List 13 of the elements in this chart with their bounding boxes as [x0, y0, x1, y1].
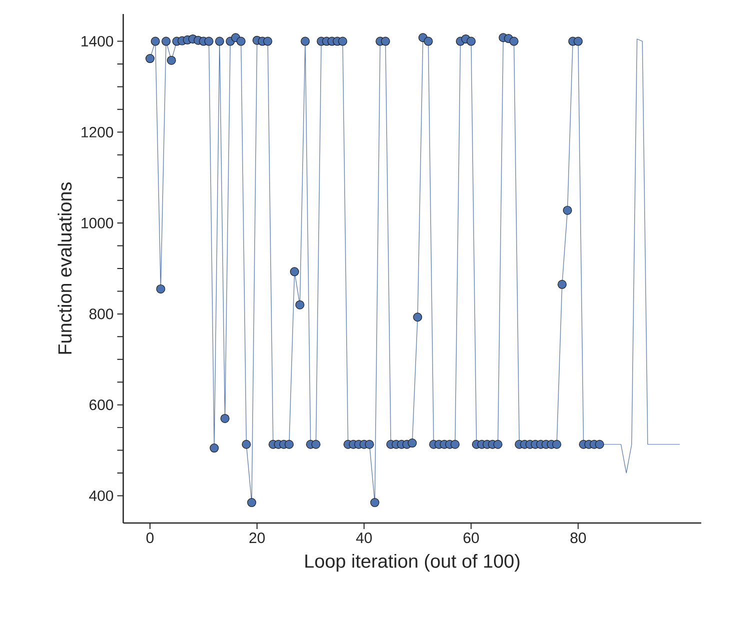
y-tick-label: 600 [90, 400, 114, 410]
y-tick-label: 1200 [82, 126, 114, 138]
x-tick-label: 80 [570, 532, 586, 544]
x-tick-label: 60 [464, 532, 479, 544]
x-tick-label: 0 [146, 532, 154, 544]
x-axis-title: Loop iteration (out of 100) [305, 554, 520, 572]
y-tick-label: 400 [89, 490, 114, 502]
x-tick-label: 40 [356, 532, 372, 544]
y-axis-title: Function evaluations [58, 182, 72, 354]
y-tick-label: 1000 [82, 218, 114, 228]
x-tick-label: 20 [249, 532, 265, 544]
y-tick-label: 800 [89, 308, 114, 320]
y-tick-label: 1400 [82, 36, 114, 47]
